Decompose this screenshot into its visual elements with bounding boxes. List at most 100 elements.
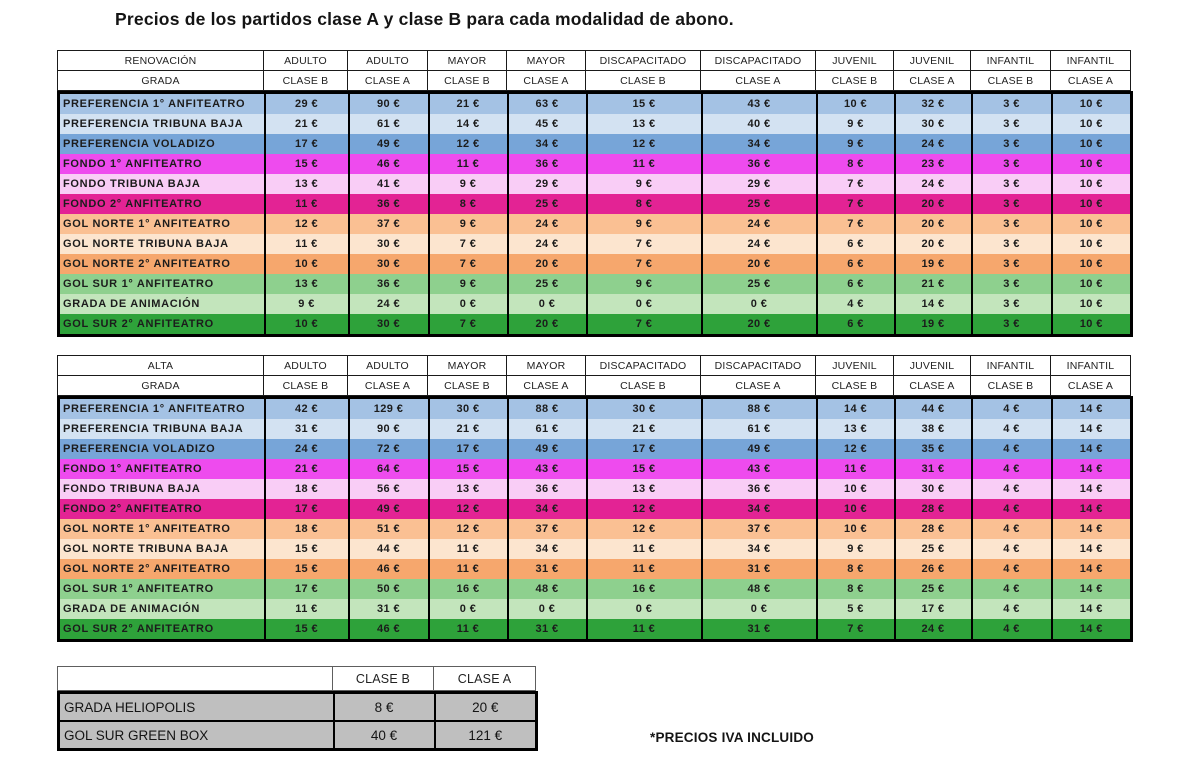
price-cell: 3 € [971, 254, 1053, 274]
table-row: GOL SUR 1° ANFITEATRO 17 €50 €16 €48 €16 … [58, 579, 1132, 599]
price-cell: 14 € [1079, 463, 1103, 475]
price-cell: 7 € [428, 254, 509, 274]
grada-label: PREFERENCIA TRIBUNA BAJA [58, 114, 266, 134]
grada-label: GOL SUR 1° ANFITEATRO [58, 579, 266, 599]
price-cell: 11 € [428, 154, 509, 174]
price-cell: 9 € [428, 174, 509, 194]
price-cell: 21 € [264, 114, 350, 134]
price-cell: 46 € [348, 154, 430, 174]
price-cell: 10 € [1079, 298, 1103, 310]
price-cell: 24 € [701, 234, 818, 254]
price-cell: 10 € [264, 314, 350, 336]
price-cell: 14 € [1079, 423, 1103, 435]
price-cell: 4 € [971, 599, 1053, 619]
price-cell: 31 € [348, 599, 430, 619]
price-cell: 31 € [894, 459, 973, 479]
price-cell: 24 € [894, 174, 973, 194]
price-cell: 7 € [428, 314, 509, 336]
grada-label: FONDO 2° ANFITEATRO [58, 194, 266, 214]
price-cell: 14 € [1079, 623, 1103, 635]
table-row: FONDO 2° ANFITEATRO 11 €36 €8 €25 €8 €25 … [58, 194, 1132, 214]
price-cell: 15 € [428, 459, 509, 479]
price-cell: 14 € [1079, 503, 1103, 515]
price-cell: 13 € [264, 274, 350, 294]
price-cell: 8 € [816, 559, 896, 579]
grada-label: PREFERENCIA TRIBUNA BAJA [58, 419, 266, 439]
price-cell: 30 € [586, 397, 703, 419]
price-cell: 14 € [816, 397, 896, 419]
column-header-cell: CLASE B [970, 70, 1051, 91]
grada-label: FONDO 1° ANFITEATRO [58, 459, 266, 479]
price-cell: 6 € [816, 274, 896, 294]
price-cell: 10 € [816, 479, 896, 499]
price-cell: 4 € [971, 519, 1053, 539]
price-cell: 4 € [816, 294, 896, 314]
price-cell: 11 € [586, 539, 703, 559]
price-cell: 11 € [816, 459, 896, 479]
price-cell: 13 € [428, 479, 509, 499]
price-cell: 12 € [264, 214, 350, 234]
price-cell: 44 € [348, 539, 430, 559]
price-cell: 37 € [348, 214, 430, 234]
price-cell: 17 € [428, 439, 509, 459]
price-cell: 40 € [701, 114, 818, 134]
table-row: GOL NORTE TRIBUNA BAJA 15 €44 €11 €34 €11… [58, 539, 1132, 559]
price-cell: 7 € [428, 234, 509, 254]
price-cell: 35 € [894, 439, 973, 459]
price-cell: 9 € [428, 274, 509, 294]
price-cell: 9 € [586, 214, 703, 234]
price-cell: 25 € [894, 539, 973, 559]
price-cell: 14 € [1079, 543, 1103, 555]
grada-label: GOL SUR 2° ANFITEATRO [58, 314, 266, 336]
price-cell: 14 € [1079, 443, 1103, 455]
table-row: PREFERENCIA VOLADIZO 17 €49 €12 €34 €12 €… [58, 134, 1132, 154]
price-cell: 8 € [332, 691, 436, 722]
price-cell: 31 € [701, 559, 818, 579]
price-cell: 7 € [586, 314, 703, 336]
price-cell: 3 € [971, 314, 1053, 336]
price-cell: 25 € [894, 579, 973, 599]
price-cell: 0 € [701, 294, 818, 314]
price-cell: 61 € [701, 419, 818, 439]
price-cell: 28 € [894, 519, 973, 539]
price-cell: 48 € [701, 579, 818, 599]
price-cell: 38 € [894, 419, 973, 439]
price-cell: 8 € [816, 154, 896, 174]
price-cell: 19 € [894, 314, 973, 336]
price-cell: 11 € [264, 194, 350, 214]
price-cell: 50 € [348, 579, 430, 599]
price-cell: 3 € [971, 134, 1053, 154]
price-cell: 63 € [507, 92, 588, 114]
price-cell: 24 € [507, 234, 588, 254]
grada-label: PREFERENCIA 1° ANFITEATRO [58, 92, 266, 114]
price-cell: 49 € [507, 439, 588, 459]
price-cell: 28 € [894, 499, 973, 519]
price-cell: 29 € [701, 174, 818, 194]
price-cell: 40 € [332, 720, 436, 751]
price-cell: 7 € [816, 619, 896, 641]
price-cell: 11 € [264, 234, 350, 254]
price-cell: 21 € [428, 419, 509, 439]
price-cell: 7 € [816, 194, 896, 214]
price-cell: 34 € [701, 539, 818, 559]
price-cell: 14 € [1079, 523, 1103, 535]
price-cell: 14 € [1079, 403, 1103, 415]
price-cell: 36 € [348, 274, 430, 294]
column-header-cell: CLASE B [815, 375, 894, 396]
table-row: PREFERENCIA 1° ANFITEATRO 29 €90 €21 €63 … [58, 92, 1132, 114]
price-cell: 34 € [507, 539, 588, 559]
price-cell: 8 € [816, 579, 896, 599]
header-row: CLASE B CLASE A [57, 666, 536, 691]
price-cell: 11 € [586, 559, 703, 579]
price-cell: 4 € [971, 419, 1053, 439]
price-cell: 49 € [701, 439, 818, 459]
column-header-cell: CLASE B [815, 70, 894, 91]
column-header-cell: DISCAPACITADO [585, 50, 701, 71]
price-cell: 12 € [586, 519, 703, 539]
price-cell: 0 € [507, 294, 588, 314]
column-header-cell: CLASE A [700, 375, 816, 396]
price-cell: 90 € [348, 92, 430, 114]
price-cell: 24 € [894, 134, 973, 154]
grada-label: PREFERENCIA VOLADIZO [58, 134, 266, 154]
price-cell: 20 € [507, 314, 588, 336]
